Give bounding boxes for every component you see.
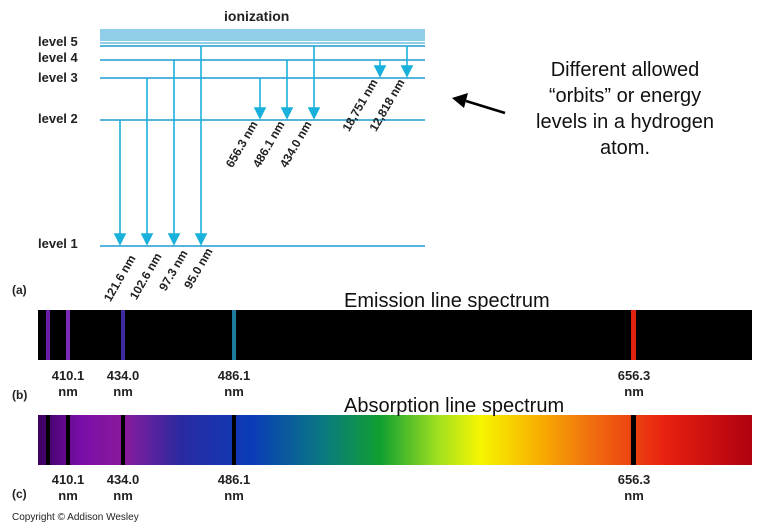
- orbits-note: Different allowed “orbits” or energy lev…: [500, 57, 750, 161]
- emission-line-434: [66, 310, 70, 360]
- arrowhead-icon: [373, 65, 387, 78]
- absorption-tick-656: 656.3 nm: [604, 472, 664, 504]
- note-line: atom.: [599, 137, 651, 159]
- emission-tick-410: 410.1 nm: [38, 368, 98, 400]
- tick-unit: nm: [58, 488, 78, 503]
- tick-value: 410.1: [51, 472, 85, 487]
- absorption-line-434b: [121, 415, 125, 465]
- panel-label-a: (a): [12, 283, 27, 297]
- tick-unit: nm: [113, 384, 133, 399]
- emission-tick-434: 434.0 nm: [93, 368, 153, 400]
- emission-tick-486: 486.1 nm: [204, 368, 264, 400]
- tick-value: 434.0: [106, 472, 140, 487]
- lyman-transitions: [113, 46, 208, 246]
- emission-line-656: [631, 310, 636, 360]
- emission-spectrum: [38, 310, 752, 360]
- note-line: Different allowed: [550, 59, 700, 81]
- tick-unit: nm: [113, 488, 133, 503]
- absorption-line-486: [232, 415, 236, 465]
- energy-levels: [100, 45, 425, 247]
- arrowhead-icon: [280, 107, 294, 120]
- panel-label-c: (c): [12, 487, 27, 501]
- emission-line-486: [232, 310, 236, 360]
- paschen-transitions: [373, 46, 414, 78]
- emission-line-410: [46, 310, 50, 360]
- note-line: levels in a hydrogen: [536, 111, 714, 133]
- tick-unit: nm: [624, 488, 644, 503]
- absorption-tick-410: 410.1 nm: [38, 472, 98, 504]
- absorption-title: Absorption line spectrum: [344, 395, 565, 417]
- emission-tick-656: 656.3 nm: [604, 368, 664, 400]
- arrowhead-icon: [140, 233, 154, 246]
- absorption-line-656: [631, 415, 636, 465]
- arrowhead-icon: [400, 65, 414, 78]
- level-1-label: level 1: [38, 236, 78, 251]
- tick-unit: nm: [58, 384, 78, 399]
- tick-value: 434.0: [106, 368, 140, 383]
- tick-value: 486.1: [217, 472, 251, 487]
- arrowhead-icon: [194, 233, 208, 246]
- arrowhead-icon: [307, 107, 321, 120]
- panel-label-b: (b): [12, 388, 27, 402]
- arrowhead-icon: [167, 233, 181, 246]
- tick-unit: nm: [224, 488, 244, 503]
- level-5-label: level 5: [38, 34, 78, 49]
- level-4-label: level 4: [38, 50, 79, 65]
- absorption-line-434: [66, 415, 70, 465]
- absorption-tick-486: 486.1 nm: [204, 472, 264, 504]
- absorption-tick-434: 434.0 nm: [93, 472, 153, 504]
- tick-value: 656.3: [617, 472, 651, 487]
- absorption-line-410: [46, 415, 50, 465]
- balmer-transitions: [253, 46, 321, 120]
- absorption-spectrum: [38, 415, 752, 465]
- tick-unit: nm: [224, 384, 244, 399]
- tick-value: 410.1: [51, 368, 85, 383]
- ionization-band: [100, 29, 425, 44]
- copyright-text: Copyright © Addison Wesley: [12, 512, 139, 523]
- arrowhead-icon: [113, 233, 127, 246]
- tick-unit: nm: [624, 384, 644, 399]
- note-line: “orbits” or energy: [548, 85, 702, 107]
- level-3-label: level 3: [38, 70, 78, 85]
- pointer-arrow-icon: [452, 93, 506, 115]
- tick-value: 656.3: [617, 368, 651, 383]
- arrowhead-icon: [253, 107, 267, 120]
- level-2-label: level 2: [38, 111, 78, 126]
- tick-value: 486.1: [217, 368, 251, 383]
- emission-title: Emission line spectrum: [344, 290, 550, 312]
- emission-line-434b: [121, 310, 125, 360]
- ionization-label: ionization: [224, 8, 289, 24]
